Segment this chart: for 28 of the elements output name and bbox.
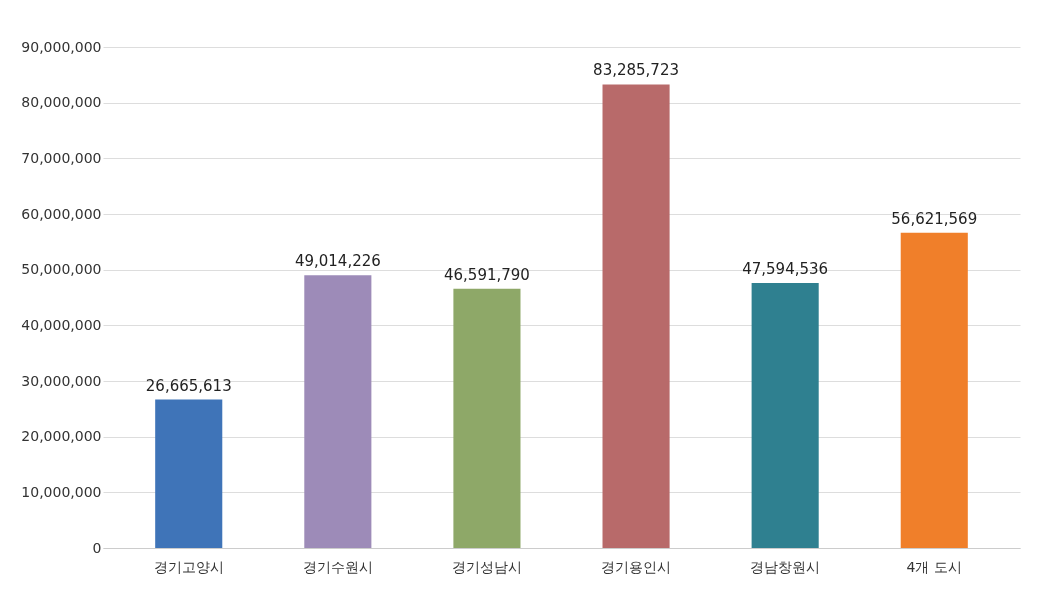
bar [155,399,223,548]
y-tick-label: 80,000,000 [21,94,102,111]
bar [453,288,521,548]
data-label: 56,621,569 [891,209,978,228]
data-label: 83,285,723 [593,61,679,80]
y-tick-label: 30,000,000 [21,372,102,389]
y-tick-label: 20,000,000 [21,428,102,445]
x-tick-label: 경기성남시 [451,558,522,575]
data-label: 46,591,790 [444,265,530,284]
y-tick-label: 60,000,000 [21,205,102,222]
x-tick-label: 경기용인시 [601,558,672,575]
y-tick-label: 70,000,000 [21,149,102,166]
bar [900,232,968,548]
y-tick-label: 90,000,000 [21,38,102,55]
data-label: 47,594,536 [742,260,829,279]
y-tick-label: 0 [92,539,102,556]
x-tick-label: 경기고양시 [153,558,224,575]
x-tick-label: 경기수원시 [302,558,373,575]
x-tick-label: 4개 도시 [906,558,962,575]
bar [751,283,819,548]
bar [304,275,372,548]
bar [602,84,670,548]
data-label: 49,014,226 [294,252,381,271]
data-label: 26,665,613 [145,376,232,395]
y-tick-label: 40,000,000 [21,316,102,333]
y-tick-label: 50,000,000 [21,261,102,278]
y-tick-label: 10,000,000 [21,483,102,500]
x-tick-label: 경남창원시 [750,558,821,575]
